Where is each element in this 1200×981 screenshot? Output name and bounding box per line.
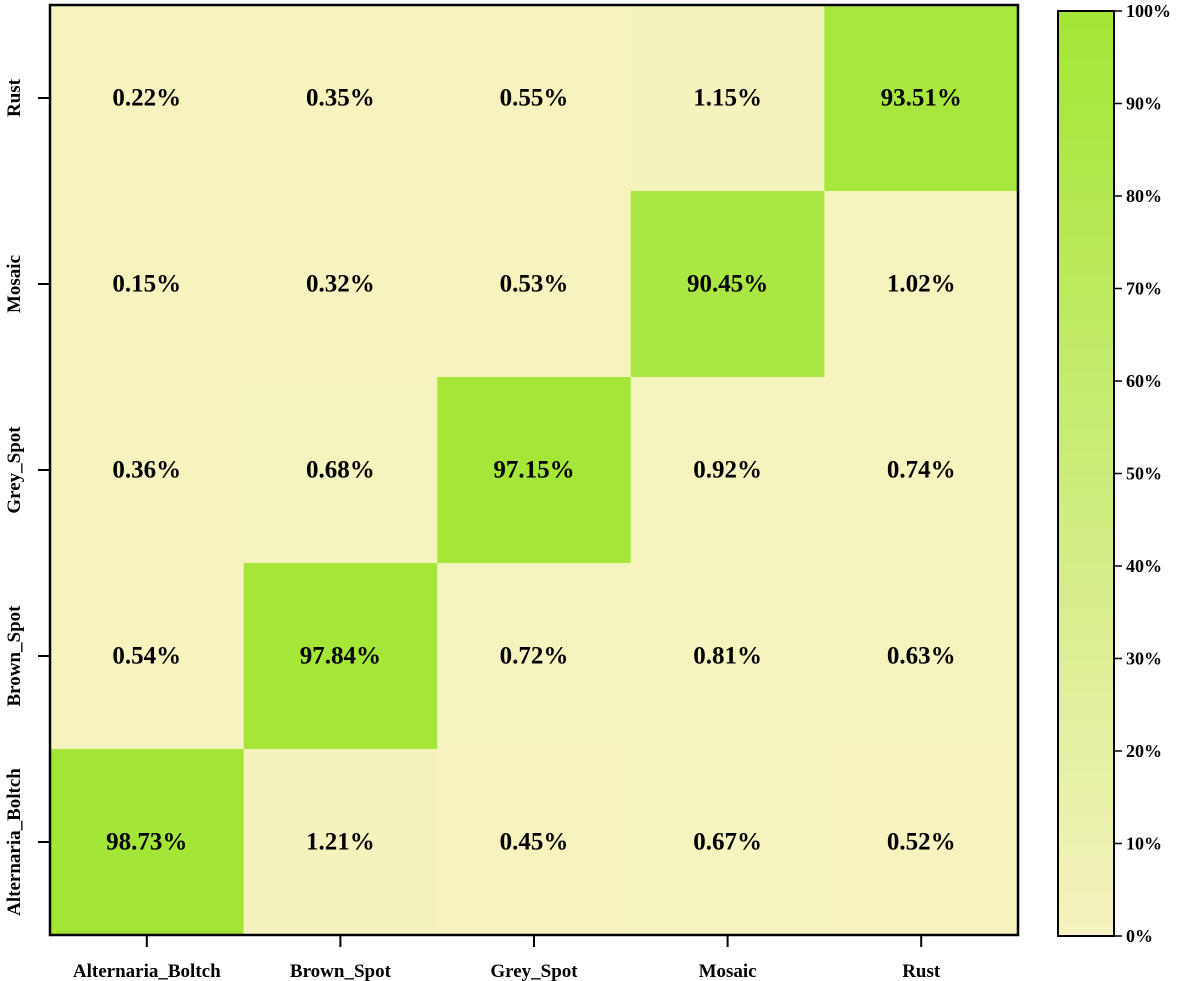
- y-tick-label: Rust: [4, 78, 25, 117]
- x-tick-label: Grey_Spot: [490, 961, 578, 981]
- cell-value-label: 1.15%: [693, 85, 762, 112]
- cell-value-label: 0.92%: [693, 457, 762, 484]
- heatmap-cell: [243, 191, 438, 378]
- cell-value-label: 97.84%: [300, 643, 381, 670]
- heatmap-cell: [50, 749, 245, 936]
- heatmap-cell: [824, 563, 1019, 750]
- y-tick-label: Mosaic: [4, 255, 25, 313]
- heatmap-axes: Alternaria_Boltch Brown_Spot Grey_Spot Mosa…: [4, 3, 1020, 981]
- x-tick-label: Mosaic: [699, 961, 757, 981]
- heatmap-cell: [824, 191, 1019, 378]
- cell-value-label: 0.74%: [887, 457, 956, 484]
- heatmap-cell: [824, 377, 1019, 564]
- y-tick-label: Alternaria_Boltch: [4, 768, 25, 916]
- heatmap-cell: [243, 377, 438, 564]
- colorbar-tick-label: 90%: [1126, 94, 1162, 114]
- cell-value-label: 0.35%: [306, 85, 375, 112]
- colorbar: 0% 10% 20% 30% 40% 50% 60% 70% 80% 90% 100%: [1057, 1, 1171, 946]
- y-tick-label: Grey_Spot: [4, 426, 25, 514]
- cell-value-label: 0.55%: [500, 85, 569, 112]
- cell-value-label: 1.02%: [887, 271, 956, 298]
- y-tick-label: Brown_Spot: [4, 605, 25, 707]
- heatmap-cell: [437, 749, 632, 936]
- cell-value-label: 0.63%: [887, 643, 956, 670]
- heatmap-cell: [437, 377, 632, 564]
- heatmap-cell: [630, 377, 825, 564]
- heatmap-cell: [243, 5, 438, 192]
- heatmap-cell: [50, 5, 245, 192]
- colorbar-tick-label: 80%: [1126, 186, 1162, 206]
- colorbar-tick-label: 50%: [1126, 464, 1162, 484]
- cell-value-label: 0.52%: [887, 829, 956, 856]
- cell-value-label: 0.68%: [306, 457, 375, 484]
- heatmap-cell: [50, 563, 245, 750]
- colorbar-tick-label: 100%: [1126, 1, 1171, 21]
- colorbar-tick-label: 40%: [1126, 556, 1162, 576]
- heatmap-cell-labels: 0.22% 0.35% 0.55% 1.15% 93.51% 0.15% 0.32% 0.53…: [106, 85, 962, 856]
- cell-value-label: 0.45%: [500, 829, 569, 856]
- colorbar-gradient: [1057, 10, 1115, 937]
- cell-value-label: 1.21%: [306, 829, 375, 856]
- heatmap-cell: [630, 191, 825, 378]
- colorbar-tick-label: 0%: [1126, 926, 1153, 946]
- heatmap-cell: [50, 191, 245, 378]
- heatmap-cell: [243, 749, 438, 936]
- heatmap-cell: [437, 5, 632, 192]
- cell-value-label: 0.81%: [693, 643, 762, 670]
- heatmap-cell: [824, 749, 1019, 936]
- cell-value-label: 97.15%: [493, 457, 574, 484]
- heatmap-cell: [824, 5, 1019, 192]
- cell-value-label: 0.54%: [112, 643, 181, 670]
- cell-value-label: 0.22%: [112, 85, 181, 112]
- cell-value-label: 0.67%: [693, 829, 762, 856]
- heatmap-cell: [243, 563, 438, 750]
- heatmap-cell: [50, 377, 245, 564]
- cell-value-label: 98.73%: [106, 829, 187, 856]
- cell-value-label: 0.15%: [112, 271, 181, 298]
- colorbar-tick-label: 10%: [1126, 834, 1162, 854]
- colorbar-tick-label: 30%: [1126, 649, 1162, 669]
- heatmap-cell: [630, 563, 825, 750]
- heatmap-cell: [630, 5, 825, 192]
- x-tick-label: Rust: [902, 961, 941, 981]
- colorbar-tick-label: 20%: [1126, 741, 1162, 761]
- cell-value-label: 90.45%: [687, 271, 768, 298]
- cell-value-label: 0.53%: [500, 271, 569, 298]
- heatmap-cell: [437, 563, 632, 750]
- cell-value-label: 0.32%: [306, 271, 375, 298]
- cell-value-label: 93.51%: [881, 85, 962, 112]
- heatmap-cells: [50, 5, 1019, 936]
- cell-value-label: 0.36%: [112, 457, 181, 484]
- heatmap-cell: [437, 191, 632, 378]
- colorbar-tick-label: 60%: [1126, 371, 1162, 391]
- cell-value-label: 0.72%: [500, 643, 569, 670]
- heatmap-cell: [630, 749, 825, 936]
- x-tick-label: Brown_Spot: [290, 961, 392, 981]
- x-tick-label: Alternaria_Boltch: [73, 961, 221, 981]
- colorbar-tick-label: 70%: [1126, 279, 1162, 299]
